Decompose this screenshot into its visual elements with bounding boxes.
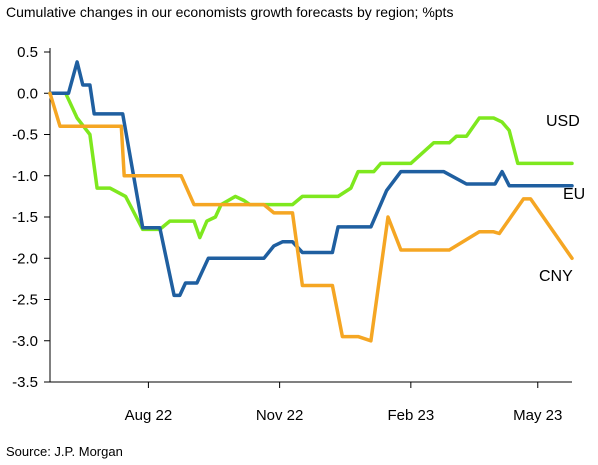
series-group	[48, 60, 574, 343]
x-tick-label: Feb 23	[387, 407, 434, 424]
source-note: Source: J.P. Morgan	[6, 444, 123, 459]
y-tick-label: -2.0	[12, 250, 38, 267]
y-axis-group: 0.5 0.0 -0.5 -1.0 -1.5 -2.0 -2.5 -3.0 -3.5	[12, 44, 51, 391]
series-line-eu	[48, 60, 574, 298]
x-tick-label: Aug 22	[125, 407, 173, 424]
series-label-eu: EU	[563, 186, 585, 203]
series-line-cny	[48, 91, 574, 343]
x-tick-label: Nov 22	[256, 407, 304, 424]
y-tick-label: 0.5	[17, 44, 38, 61]
series-label-usd: USD	[546, 113, 580, 130]
y-tick-label: -0.5	[12, 127, 38, 144]
y-tick-label: -3.0	[12, 333, 38, 350]
y-tick-label: -1.0	[12, 168, 38, 185]
x-tick-label: May 23	[513, 407, 562, 424]
y-tick-label: -3.5	[12, 374, 38, 391]
y-tick-label: 0.0	[17, 85, 38, 102]
series-line-usd	[48, 91, 574, 240]
y-tick-label: -1.5	[12, 209, 38, 226]
x-axis-group: Aug 22 Nov 22 Feb 23 May 23	[50, 381, 572, 424]
chart-title: Cumulative changes in our economists gro…	[6, 4, 454, 20]
series-label-cny: CNY	[539, 268, 573, 285]
y-tick-label: -2.5	[12, 292, 38, 309]
